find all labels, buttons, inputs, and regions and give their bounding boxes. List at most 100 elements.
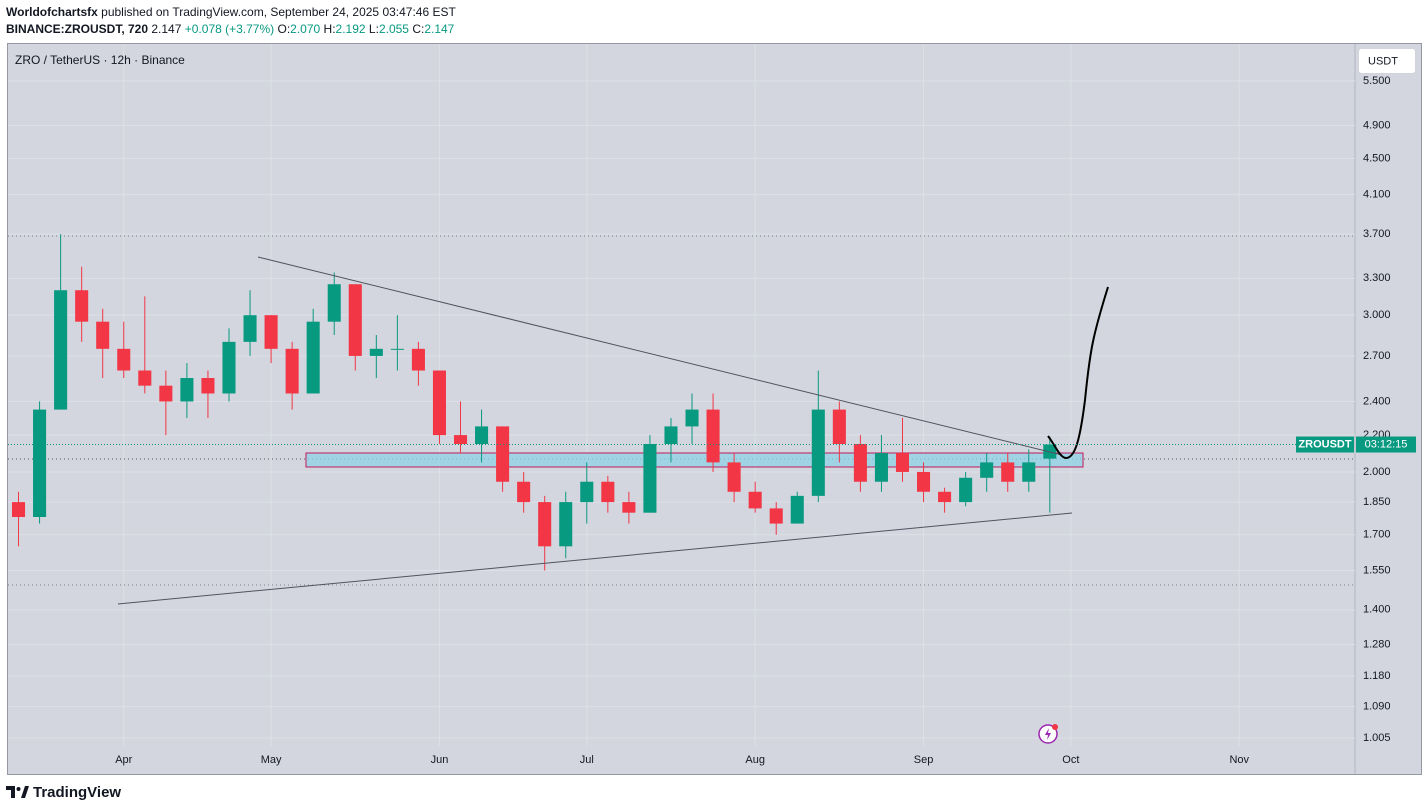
candle-body <box>853 443 867 482</box>
x-tick-label: Nov <box>1229 754 1249 766</box>
y-tick-label: 2.700 <box>1363 350 1391 362</box>
candle-body <box>475 426 489 444</box>
y-tick-label: 1.180 <box>1363 670 1391 682</box>
grid <box>8 44 1355 746</box>
candle-body <box>959 477 973 503</box>
price-tag <box>1296 436 1354 453</box>
candle-body <box>874 453 888 482</box>
candle-body <box>769 508 783 524</box>
candle-body <box>306 321 320 394</box>
candle-body <box>264 315 278 349</box>
y-tick-label: 1.005 <box>1363 732 1391 744</box>
candle-body <box>790 495 804 524</box>
x-tick-label: Apr <box>115 754 132 766</box>
candle-body <box>895 453 910 472</box>
candle-body <box>327 284 341 322</box>
brand: TradingView <box>33 784 121 801</box>
y-tick-label: 4.100 <box>1363 188 1391 200</box>
candle-body <box>222 341 236 394</box>
candle-body <box>1001 462 1015 482</box>
y-tick-label: 1.550 <box>1363 564 1391 576</box>
candles <box>11 234 1057 571</box>
candle-body <box>727 462 741 492</box>
y-tick-label: 4.900 <box>1363 119 1391 131</box>
candle-body <box>243 315 257 342</box>
alert-icon[interactable] <box>1038 724 1058 744</box>
ohlc: O:2.070 H:2.192 L:2.055 C:2.147 <box>278 22 455 36</box>
y-tick-label: 3.300 <box>1363 272 1391 284</box>
candle-body <box>559 502 573 547</box>
chart-title: ZRO / TetherUS · 12h · Binance <box>15 53 185 67</box>
y-tick-label: 1.090 <box>1363 701 1391 713</box>
candle-body <box>285 348 299 394</box>
candle-body <box>390 348 404 350</box>
x-tick-label: May <box>261 754 282 766</box>
candle-body <box>33 409 47 517</box>
candle-body <box>811 409 825 496</box>
countdown-tag <box>1356 436 1416 453</box>
published: published on TradingView.com, September … <box>101 5 456 19</box>
candle-body <box>117 348 131 371</box>
chart-frame <box>7 43 1422 775</box>
currency-button[interactable] <box>1358 48 1416 74</box>
price-tag-symbol: ZROUSDT <box>1298 438 1351 450</box>
candle-body <box>980 462 994 478</box>
candle-body <box>938 491 952 503</box>
trend-line <box>117 512 1073 605</box>
support-zone <box>305 452 1084 468</box>
trend-line <box>257 256 1063 456</box>
candle-body <box>11 502 26 517</box>
y-tick-label: 3.000 <box>1363 309 1391 321</box>
candle-body <box>453 435 468 444</box>
x-tick-label: Sep <box>914 754 934 766</box>
candle-body <box>201 378 215 394</box>
ohlc-label: H: <box>323 22 336 36</box>
candle-body <box>96 321 110 349</box>
ohlc-value: 2.192 <box>335 22 366 36</box>
x-tick-label: Jun <box>431 754 449 766</box>
candle-body <box>832 409 846 444</box>
change: +0.078 (+3.77%) <box>184 22 275 36</box>
y-tick-label: 4.500 <box>1363 152 1391 164</box>
ohlc-label: C: <box>412 22 425 36</box>
symbol: BINANCE:ZROUSDT, 720 <box>6 22 149 36</box>
ohlc-label: L: <box>368 22 379 36</box>
author: Worldofchartsfx <box>6 5 98 19</box>
last: 2.147 <box>151 22 182 36</box>
candle-body <box>748 491 762 509</box>
candle-body <box>685 409 699 427</box>
ohlc-line: BINANCE:ZROUSDT, 720 2.147 +0.078 (+3.77… <box>6 22 454 36</box>
candle-body <box>643 443 657 513</box>
currency-label: USDT <box>1368 55 1398 67</box>
y-tick-label: 1.850 <box>1363 496 1391 508</box>
y-tick-label: 1.280 <box>1363 638 1391 650</box>
candle-body <box>138 370 152 386</box>
price-tag-countdown: 03:12:15 <box>1365 438 1408 450</box>
ohlc-label: O: <box>277 22 291 36</box>
candle-body <box>75 290 89 322</box>
candle-body <box>496 426 510 482</box>
candle-body <box>54 290 68 410</box>
candle-body <box>348 284 362 356</box>
candle-body <box>917 471 931 492</box>
x-tick-label: Aug <box>745 754 765 766</box>
y-tick-label: 5.500 <box>1363 75 1391 87</box>
candle-body <box>180 378 194 402</box>
brand-logo <box>6 786 29 798</box>
y-tick-label: 1.400 <box>1363 604 1391 616</box>
candle-body <box>159 385 173 402</box>
projection-path <box>1047 286 1109 460</box>
candle-body <box>664 426 678 444</box>
candle-body <box>622 502 636 513</box>
candle-body <box>706 409 720 463</box>
candle-body <box>369 348 383 356</box>
candle-body <box>517 481 531 503</box>
x-tick-label: Oct <box>1062 754 1079 766</box>
candle-body <box>580 481 594 503</box>
y-tick-label: 2.400 <box>1363 395 1391 407</box>
ohlc-value: 2.070 <box>290 22 321 36</box>
y-tick-label: 1.700 <box>1363 529 1391 541</box>
candle-body <box>411 348 425 371</box>
